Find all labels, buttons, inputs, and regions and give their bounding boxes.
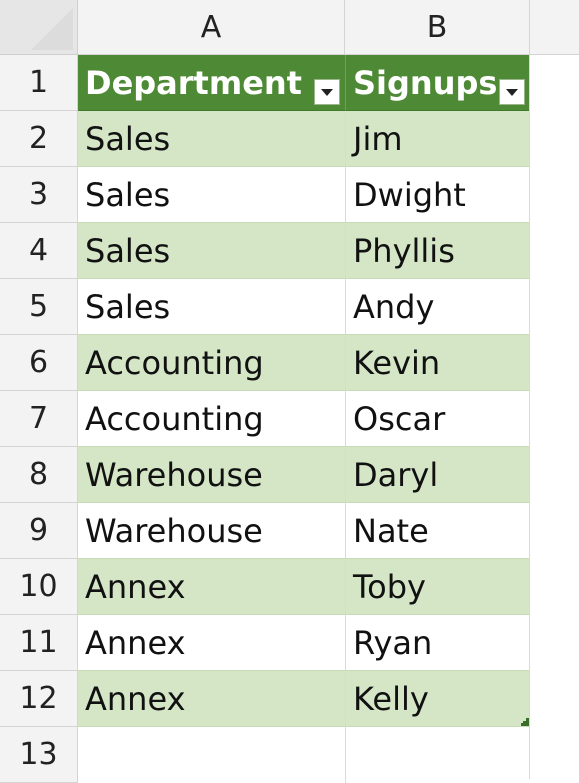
select-all-corner[interactable] — [0, 0, 78, 55]
empty-cell-b13[interactable] — [345, 727, 530, 783]
table-cell-signups[interactable]: Oscar — [345, 391, 530, 447]
row-header-7[interactable]: 7 — [0, 391, 78, 447]
table-resize-handle-icon[interactable] — [521, 718, 529, 726]
table-cell-signups[interactable]: Jim — [345, 111, 530, 167]
row-header-6[interactable]: 6 — [0, 335, 78, 391]
row-header-9[interactable]: 9 — [0, 503, 78, 559]
row-header-5[interactable]: 5 — [0, 279, 78, 335]
filter-dropdown-icon[interactable] — [499, 79, 525, 105]
table-cell-department[interactable]: Annex — [78, 615, 345, 671]
table-cell-signups[interactable]: Kelly — [345, 671, 530, 727]
table-cell-department[interactable]: Sales — [78, 111, 345, 167]
table-cell-signups[interactable]: Daryl — [345, 447, 530, 503]
table-cell-department[interactable]: Sales — [78, 223, 345, 279]
column-header-a[interactable]: A — [78, 0, 345, 55]
column-header-b[interactable]: B — [345, 0, 530, 55]
table-cell-department[interactable]: Sales — [78, 167, 345, 223]
table-cell-signups[interactable]: Dwight — [345, 167, 530, 223]
table-cell-department[interactable]: Warehouse — [78, 503, 345, 559]
table-cell-department[interactable]: Annex — [78, 559, 345, 615]
table-cell-signups[interactable]: Phyllis — [345, 223, 530, 279]
row-header-1[interactable]: 1 — [0, 55, 78, 111]
row-header-11[interactable]: 11 — [0, 615, 78, 671]
column-c-gridline — [529, 55, 530, 779]
column-header-c[interactable] — [530, 0, 579, 55]
table-header-signups[interactable]: Signups — [345, 55, 530, 111]
table-cell-department[interactable]: Sales — [78, 279, 345, 335]
table-header-department[interactable]: Department — [78, 55, 345, 111]
table-cell-signups[interactable]: Nate — [345, 503, 530, 559]
filter-dropdown-icon[interactable] — [314, 79, 340, 105]
table-cell-signups[interactable]: Ryan — [345, 615, 530, 671]
row-header-12[interactable]: 12 — [0, 671, 78, 727]
table-cell-signups[interactable]: Kevin — [345, 335, 530, 391]
table-cell-department[interactable]: Accounting — [78, 391, 345, 447]
table-cell-signups[interactable]: Andy — [345, 279, 530, 335]
row-header-4[interactable]: 4 — [0, 223, 78, 279]
row-header-2[interactable]: 2 — [0, 111, 78, 167]
table-cell-department[interactable]: Annex — [78, 671, 345, 727]
table-header-signups-label: Signups — [353, 63, 498, 102]
table-header-department-label: Department — [85, 63, 302, 102]
table-cell-signups[interactable]: Toby — [345, 559, 530, 615]
row-header-10[interactable]: 10 — [0, 559, 78, 615]
row-header-3[interactable]: 3 — [0, 167, 78, 223]
select-all-triangle-icon — [31, 8, 73, 50]
row-header-13[interactable]: 13 — [0, 727, 78, 783]
empty-cell-a13[interactable] — [78, 727, 345, 783]
table-cell-department[interactable]: Accounting — [78, 335, 345, 391]
table-cell-department[interactable]: Warehouse — [78, 447, 345, 503]
row-header-8[interactable]: 8 — [0, 447, 78, 503]
